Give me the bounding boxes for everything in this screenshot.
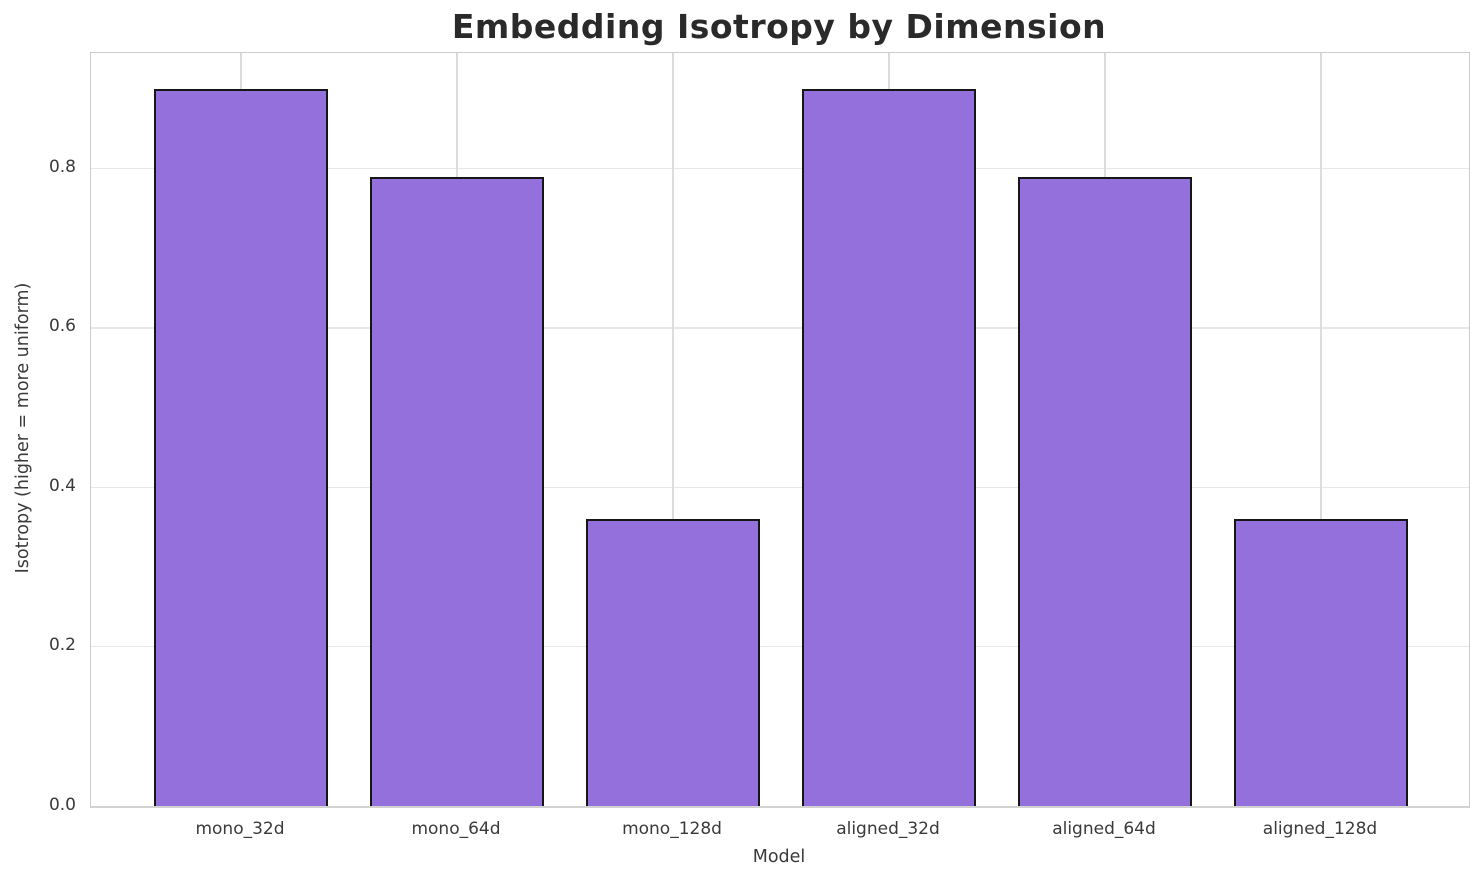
y-tick-label: 0.4 (48, 475, 76, 496)
plot-area (90, 52, 1470, 808)
y-tick-label: 0.0 (48, 794, 76, 815)
bar-aligned_32d (802, 88, 976, 806)
chart-title: Embedding Isotropy by Dimension (451, 7, 1107, 46)
gridline-horizontal (91, 645, 1469, 648)
bar-mono_128d (586, 519, 760, 806)
x-tick-label-mono_128d: mono_128d (622, 819, 722, 839)
gridline-vertical (1320, 53, 1322, 806)
y-tick-label: 0.6 (48, 316, 76, 337)
bar-aligned_128d (1234, 519, 1408, 806)
bar-mono_64d (370, 176, 544, 806)
x-tick-label-mono_32d: mono_32d (195, 819, 285, 839)
x-tick-label-aligned_128d: aligned_128d (1262, 819, 1378, 839)
gridline-horizontal (91, 486, 1469, 489)
x-tick-label-aligned_64d: aligned_64d (1052, 819, 1156, 839)
x-tick-label-mono_64d: mono_64d (411, 819, 501, 839)
x-tick-label-aligned_32d: aligned_32d (836, 819, 940, 839)
bar-aligned_64d (1018, 176, 1192, 806)
bar-mono_32d (154, 88, 328, 806)
gridline-horizontal (91, 327, 1469, 329)
y-tick-label: 0.8 (48, 157, 76, 178)
gridline-vertical (672, 53, 674, 806)
x-axis-label: Model (752, 847, 806, 867)
y-tick-label: 0.2 (48, 635, 76, 656)
gridline-horizontal (91, 167, 1469, 170)
